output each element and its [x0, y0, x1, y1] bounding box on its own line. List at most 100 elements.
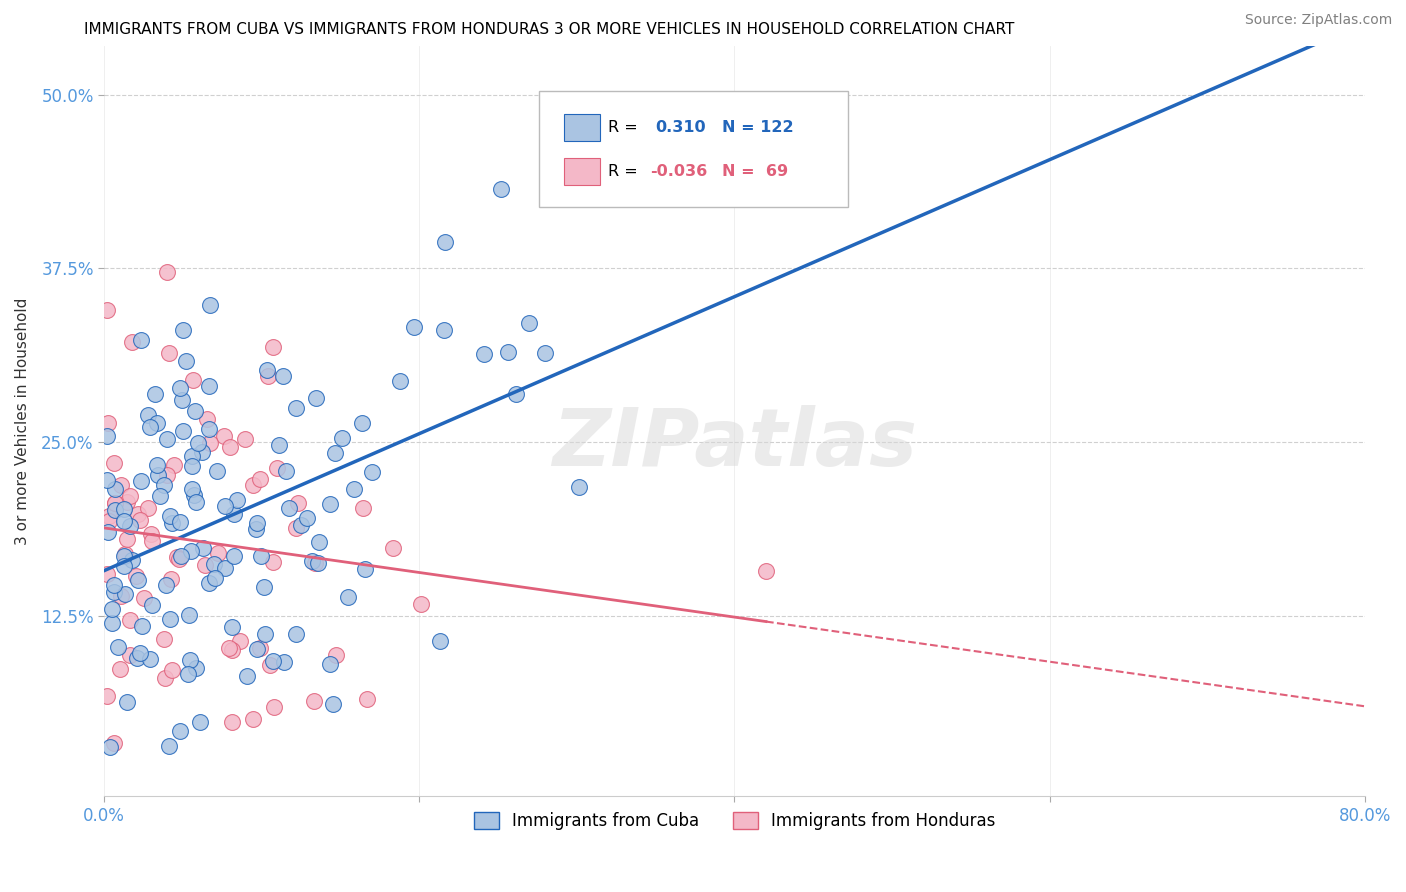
Legend: Immigrants from Cuba, Immigrants from Honduras: Immigrants from Cuba, Immigrants from Ho…: [467, 805, 1002, 837]
Point: [207, 546, 229, 560]
Point: [181, 458, 204, 473]
Point: [360, 465, 382, 479]
Bar: [564, 158, 599, 186]
Point: [141, 534, 163, 549]
Point: [121, 334, 143, 349]
Point: [308, 535, 330, 549]
Point: [212, 429, 235, 443]
Text: IMMIGRANTS FROM CUBA VS IMMIGRANTS FROM HONDURAS 3 OR MORE VEHICLES IN HOUSEHOLD: IMMIGRANTS FROM CUBA VS IMMIGRANTS FROM …: [84, 22, 1015, 37]
Point: [112, 559, 135, 574]
Point: [218, 641, 240, 656]
Point: [214, 499, 236, 513]
Point: [236, 669, 259, 683]
Point: [287, 495, 309, 509]
Point: [156, 265, 179, 279]
Point: [263, 700, 285, 714]
Point: [115, 495, 138, 509]
Point: [138, 408, 160, 422]
Point: [101, 616, 124, 631]
Point: [131, 619, 153, 633]
Point: [103, 736, 125, 750]
Text: N = 122: N = 122: [721, 120, 793, 135]
Point: [145, 458, 167, 473]
Point: [472, 347, 495, 361]
Point: [143, 387, 166, 401]
Point: [172, 323, 194, 337]
Point: [319, 657, 342, 671]
Point: [755, 564, 778, 578]
Point: [273, 655, 295, 669]
Point: [229, 633, 252, 648]
Point: [429, 634, 451, 648]
Point: [118, 648, 141, 663]
Point: [433, 323, 456, 337]
Point: [434, 235, 457, 249]
Point: [103, 585, 125, 599]
Point: [167, 552, 190, 566]
Point: [129, 474, 152, 488]
Point: [194, 558, 217, 573]
Point: [290, 518, 312, 533]
Point: [634, 174, 657, 188]
Point: [108, 662, 131, 676]
Point: [402, 319, 425, 334]
Text: ZIPatlas: ZIPatlas: [553, 405, 917, 483]
Point: [157, 346, 180, 360]
Point: [409, 598, 432, 612]
Point: [325, 648, 347, 662]
Point: [269, 438, 291, 452]
Point: [159, 612, 181, 626]
Point: [187, 435, 209, 450]
Point: [124, 569, 146, 583]
Point: [127, 507, 149, 521]
Point: [149, 489, 172, 503]
Point: [156, 468, 179, 483]
Point: [250, 549, 273, 563]
Point: [159, 509, 181, 524]
Point: [262, 654, 284, 668]
Point: [225, 493, 247, 508]
Point: [249, 471, 271, 485]
Point: [169, 724, 191, 739]
Point: [218, 441, 240, 455]
Point: [505, 387, 527, 401]
Point: [118, 614, 141, 628]
Y-axis label: 3 or more Vehicles in Household: 3 or more Vehicles in Household: [15, 297, 30, 545]
Point: [179, 607, 201, 622]
Point: [96, 429, 118, 443]
Point: [169, 381, 191, 395]
Point: [337, 590, 360, 604]
Bar: [564, 113, 599, 141]
Point: [352, 500, 374, 515]
Point: [112, 502, 135, 516]
Point: [103, 456, 125, 470]
Point: [197, 412, 219, 426]
Point: [146, 467, 169, 482]
Text: R =: R =: [609, 164, 638, 179]
Point: [118, 519, 141, 533]
Point: [96, 566, 118, 581]
Point: [155, 578, 177, 592]
Point: [97, 508, 120, 523]
Point: [568, 480, 591, 494]
Point: [304, 391, 326, 405]
Point: [304, 556, 326, 570]
Point: [221, 620, 243, 634]
Point: [276, 464, 298, 478]
Point: [214, 561, 236, 575]
Point: [246, 516, 269, 530]
Point: [97, 524, 120, 539]
Point: [221, 714, 243, 729]
Point: [186, 661, 208, 675]
Point: [114, 587, 136, 601]
Point: [179, 652, 201, 666]
Point: [110, 589, 132, 603]
Point: [284, 401, 307, 415]
Point: [354, 562, 377, 576]
Point: [169, 515, 191, 529]
Point: [112, 514, 135, 528]
Point: [104, 496, 127, 510]
Point: [198, 379, 221, 393]
Point: [177, 667, 200, 681]
Point: [242, 712, 264, 726]
